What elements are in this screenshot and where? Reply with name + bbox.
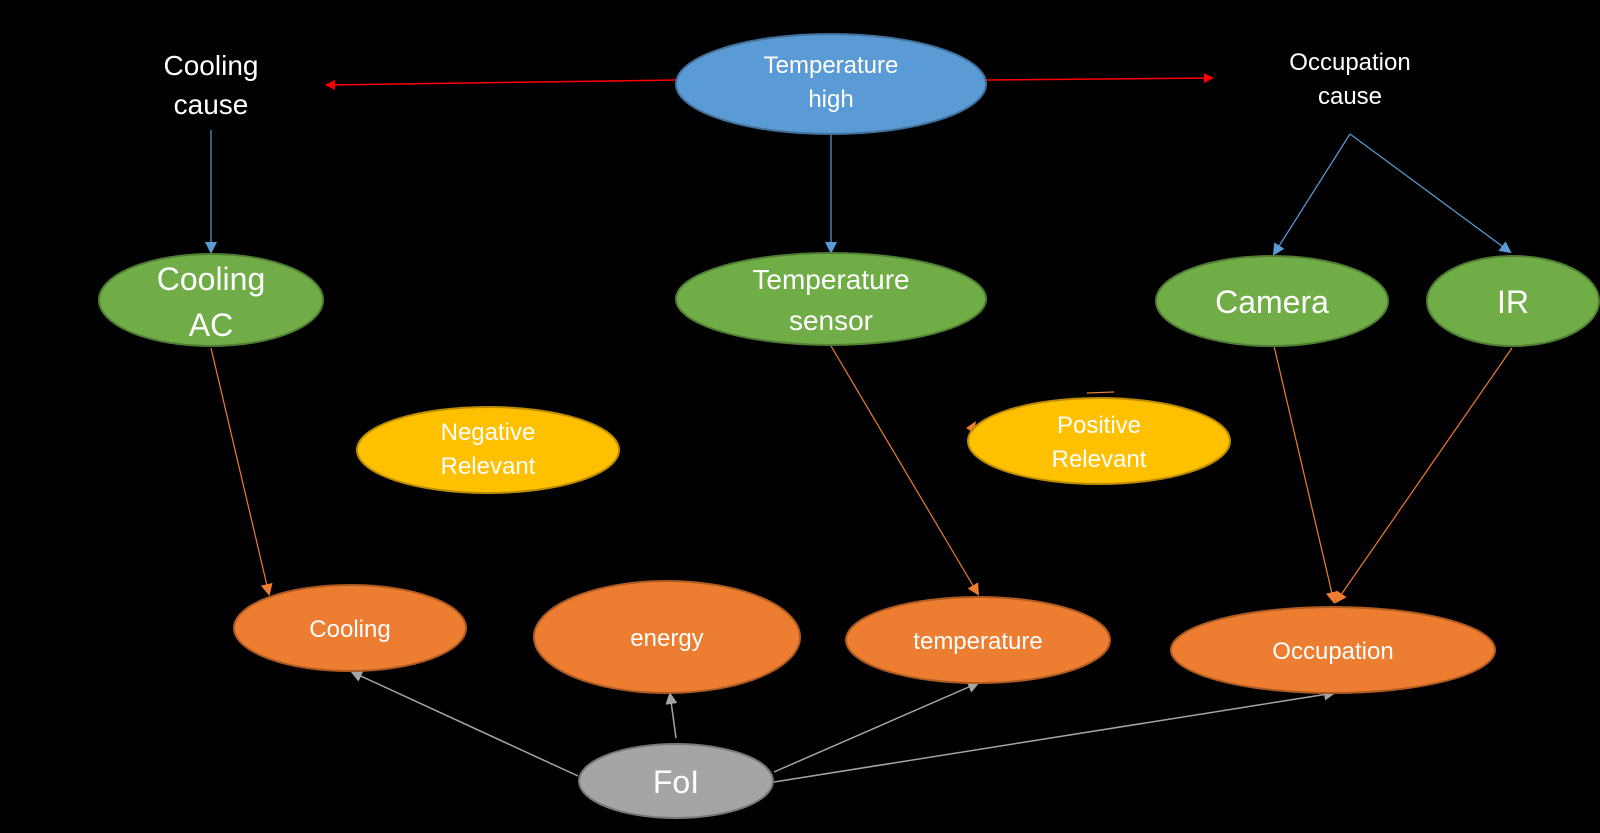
node-negative-relevant: Negative Relevant bbox=[356, 406, 620, 494]
temperature-high-line-2: high bbox=[808, 86, 853, 113]
cooling-ac-ellipse bbox=[98, 253, 324, 347]
node-temperature-sensor: Temperature sensor bbox=[675, 252, 987, 346]
node-camera: Camera bbox=[1155, 255, 1389, 347]
edge-camera-to-occupation bbox=[1273, 345, 1338, 604]
edge-foi-to-cooling bbox=[350, 670, 579, 777]
decorative-curve bbox=[1086, 391, 1115, 394]
occupation-cause-line-2: cause bbox=[1318, 83, 1382, 110]
foi-label: FoI bbox=[653, 764, 699, 800]
energy-ellipse bbox=[533, 580, 801, 694]
negative-relevant-line-2: Relevant bbox=[441, 453, 536, 480]
edge-ir-to-occupation bbox=[1334, 347, 1513, 604]
temperature-high-ellipse bbox=[675, 33, 987, 135]
node-foi: FoI bbox=[578, 743, 774, 819]
occupation-label: Occupation bbox=[1272, 638, 1393, 665]
node-occupation: Occupation bbox=[1170, 606, 1496, 694]
node-temperature: temperature bbox=[845, 596, 1111, 684]
occupation-cause-line-1: Occupation bbox=[1289, 49, 1410, 76]
temperature-ellipse bbox=[845, 596, 1111, 684]
ir-ellipse bbox=[1426, 255, 1600, 347]
edge-foi-to-temperature bbox=[773, 681, 980, 773]
node-ir: IR bbox=[1426, 255, 1600, 347]
temperature-sensor-line-1: Temperature bbox=[752, 264, 909, 295]
occupation-ellipse bbox=[1170, 606, 1496, 694]
camera-label: Camera bbox=[1215, 284, 1329, 320]
cooling-cause-label: Cooling cause bbox=[164, 50, 259, 120]
temperature-sensor-line-2: sensor bbox=[789, 305, 873, 336]
cooling-ac-line-2: AC bbox=[189, 307, 233, 343]
temperature-sensor-ellipse bbox=[675, 252, 987, 346]
edge-occupation-cause-to-ir bbox=[1349, 133, 1512, 254]
foi-ellipse bbox=[578, 743, 774, 819]
cooling-ac-line-1: Cooling bbox=[157, 261, 266, 297]
positive-relevant-line-2: Relevant bbox=[1052, 446, 1147, 473]
node-energy: energy bbox=[533, 580, 801, 694]
ir-label: IR bbox=[1497, 284, 1529, 320]
occupation-cause-label: Occupation cause bbox=[1289, 49, 1410, 110]
edge-foi-to-occupation bbox=[773, 688, 1336, 783]
node-cooling: Cooling bbox=[233, 584, 467, 672]
positive-relevant-ellipse bbox=[967, 397, 1231, 485]
edge-occupation-cause-to-camera bbox=[1272, 133, 1351, 256]
node-temperature-high: Temperature high bbox=[675, 33, 987, 135]
edge-foi-to-energy bbox=[665, 692, 678, 739]
energy-label: energy bbox=[630, 625, 703, 652]
cooling-label: Cooling bbox=[309, 616, 390, 643]
edges bbox=[205, 73, 1513, 783]
node-cooling-ac: Cooling AC bbox=[98, 253, 324, 347]
temperature-label: temperature bbox=[913, 628, 1042, 655]
edge-temperature-sensor-to-temperature bbox=[830, 345, 980, 596]
cooling-cause-line-1: Cooling bbox=[164, 50, 259, 81]
positive-relevant-line-1: Positive bbox=[1057, 412, 1141, 439]
cooling-cause-line-2: cause bbox=[174, 89, 249, 120]
negative-relevant-line-1: Negative bbox=[441, 419, 536, 446]
edge-temperature-high-to-occupation-cause bbox=[985, 73, 1214, 84]
node-positive-relevant: Positive Relevant bbox=[967, 397, 1231, 485]
edge-temperature-high-to-cooling-cause bbox=[325, 79, 677, 90]
edge-cooling-ac-to-cooling bbox=[210, 347, 273, 596]
cooling-ellipse bbox=[233, 584, 467, 672]
temperature-high-line-1: Temperature bbox=[764, 52, 899, 79]
camera-ellipse bbox=[1155, 255, 1389, 347]
negative-relevant-ellipse bbox=[356, 406, 620, 494]
